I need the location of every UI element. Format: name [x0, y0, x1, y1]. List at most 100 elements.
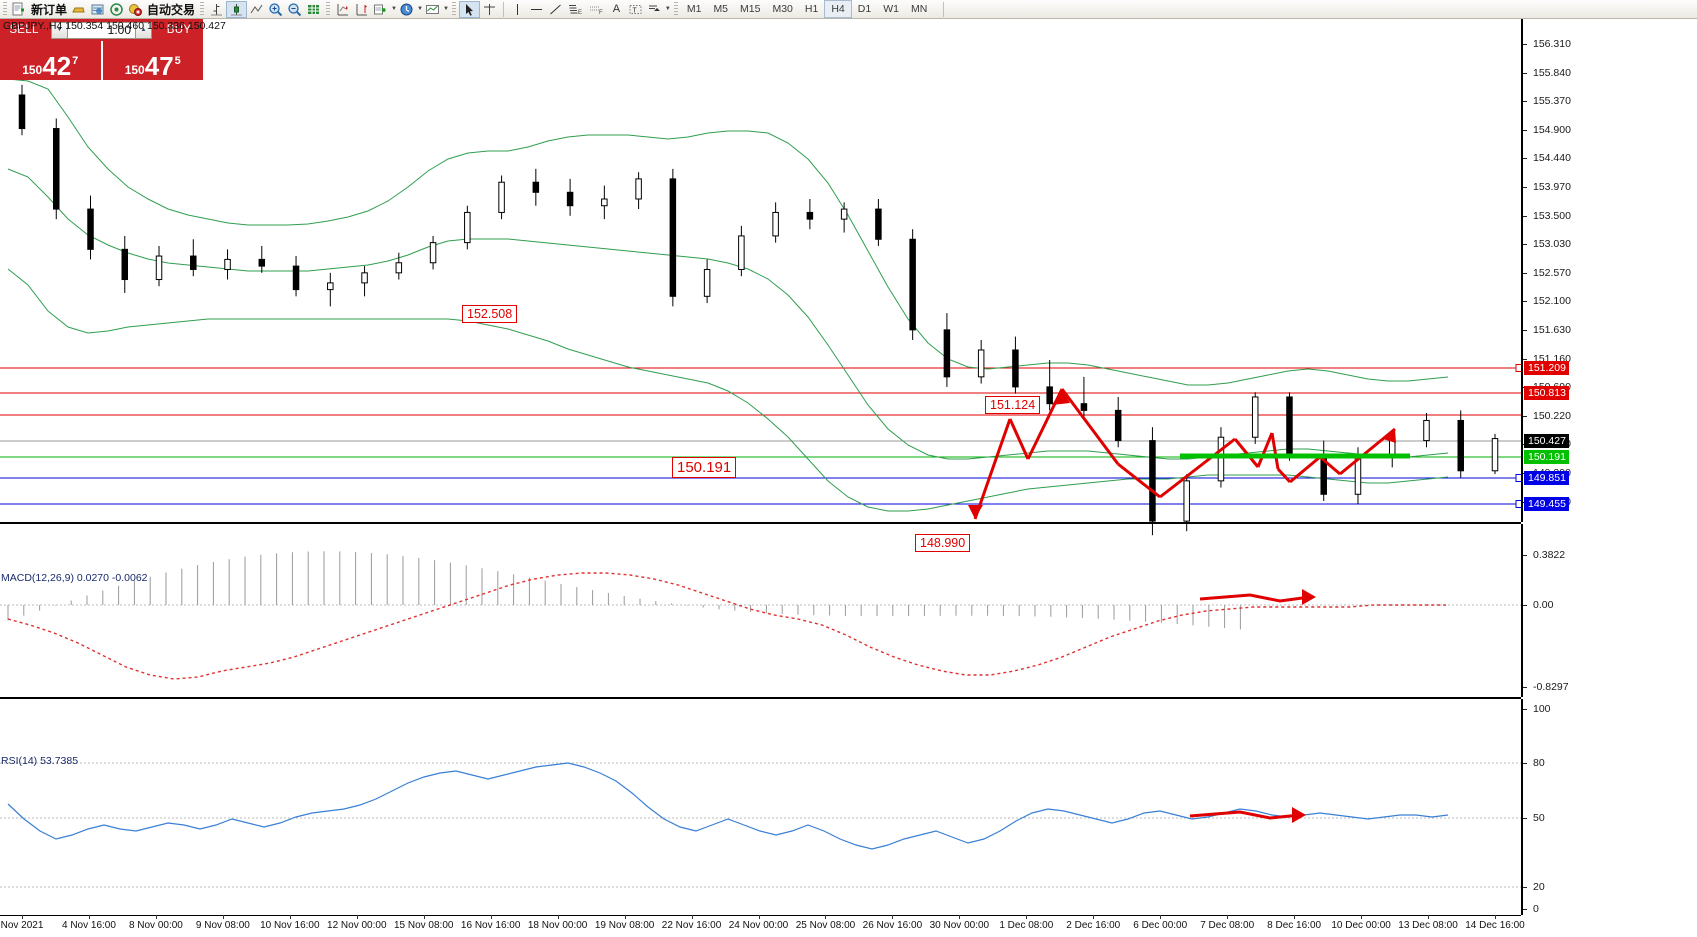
time-tick — [1160, 915, 1162, 919]
time-tick-label: 4 Nov 16:00 — [61, 920, 116, 931]
toolbar-grip-2[interactable] — [200, 1, 205, 17]
time-tick — [1227, 915, 1229, 919]
buy-price-prefix: 150 — [124, 63, 145, 77]
macd-indicator-label: MACD(12,26,9) 0.0270 -0.0062 — [1, 572, 148, 584]
time-axis-line — [0, 915, 1521, 916]
price-axis-line — [1521, 19, 1523, 522]
new-order-icon[interactable] — [10, 1, 29, 18]
time-tick — [289, 915, 291, 919]
time-tick-label: 15 Nov 08:00 — [393, 920, 454, 931]
period-clock-icon[interactable] — [397, 1, 416, 18]
zoom-in-icon[interactable] — [266, 1, 285, 18]
gold-bar-icon[interactable] — [69, 1, 88, 18]
time-tick — [490, 915, 492, 919]
data-window-icon[interactable] — [88, 1, 107, 18]
time-tick — [222, 915, 224, 919]
price-annotation[interactable]: 152.508 — [462, 305, 518, 323]
price-levels — [0, 364, 1521, 508]
candlestick-chart-icon[interactable] — [226, 0, 248, 18]
toolbar-grip[interactable] — [3, 1, 7, 17]
price-annotation[interactable]: 150.191 — [672, 457, 737, 478]
rsi-tick-label: 100 — [1533, 703, 1551, 715]
buy-price-main: 47 — [144, 51, 174, 81]
cursor-icon[interactable] — [458, 0, 480, 18]
time-tick-label: 14 Dec 16:00 — [1465, 920, 1525, 931]
text-icon[interactable]: A — [612, 3, 621, 15]
grid-icon[interactable] — [304, 1, 323, 18]
time-tick — [1294, 915, 1296, 919]
auto-trading-label[interactable]: 自动交易 — [147, 2, 196, 17]
timeframe-m30[interactable]: M30 — [772, 3, 793, 15]
auto-scroll-icon[interactable] — [333, 1, 352, 18]
toolbar-grip-5[interactable] — [673, 1, 678, 17]
navigator-icon[interactable] — [107, 1, 126, 18]
arrows-dropdown-arrow[interactable]: ▼ — [664, 6, 671, 12]
price-annotation[interactable]: 151.124 — [985, 396, 1041, 414]
templates-icon[interactable] — [423, 1, 442, 18]
timeframe-m15[interactable]: M15 — [740, 3, 761, 15]
crosshair-icon[interactable] — [480, 1, 499, 18]
volume-input[interactable]: 1.00 — [68, 21, 135, 39]
timeframe-d1[interactable]: D1 — [857, 3, 872, 15]
price-tick-label: 152.100 — [1533, 295, 1571, 308]
price-tick-label: 153.970 — [1533, 181, 1571, 193]
price-tick-label: 155.840 — [1533, 66, 1571, 79]
price-tag-level[interactable]: 149.455 — [1524, 497, 1569, 511]
price-tag-resistance[interactable]: 150.813 — [1524, 386, 1569, 400]
price-tick-label: 154.440 — [1533, 152, 1571, 165]
time-tick-label: 30 Nov 00:00 — [929, 920, 990, 931]
time-tick — [624, 915, 626, 919]
volume-control[interactable]: ▼ 1.00 ▲ — [48, 19, 155, 41]
time-tick — [356, 915, 358, 919]
price-tag-last-price[interactable]: 150.427 — [1524, 434, 1569, 448]
period-dropdown-arrow[interactable]: ▼ — [416, 6, 423, 12]
chart-shift-icon[interactable] — [352, 1, 371, 18]
toolbar-grip-3[interactable] — [326, 1, 331, 17]
time-tick-label: Nov 2021 — [0, 920, 44, 931]
candlestick-series — [18, 84, 1499, 536]
sell-price-display[interactable]: 150 42 7 — [0, 41, 101, 80]
templates-dropdown-arrow[interactable]: ▼ — [442, 6, 449, 12]
macd-panel-bottom-border — [0, 697, 1521, 699]
volume-decrement-button[interactable]: ▼ — [51, 21, 68, 39]
buy-button[interactable]: BUY — [155, 19, 203, 41]
trendline-icon[interactable] — [546, 1, 565, 18]
expert-advisor-icon[interactable] — [126, 1, 145, 18]
buy-price-display[interactable]: 150 47 5 — [100, 41, 203, 81]
timeframe-h1[interactable]: H1 — [804, 3, 819, 15]
arrows-icon[interactable] — [645, 1, 664, 18]
horizontal-line-icon[interactable] — [527, 1, 546, 18]
price-tick-label: 154.900 — [1533, 123, 1571, 136]
bar-chart-icon[interactable] — [207, 1, 226, 18]
time-tick — [423, 915, 425, 919]
zoom-out-icon[interactable] — [285, 1, 304, 18]
rsi-tick-label: 50 — [1533, 812, 1545, 824]
one-click-trading-panel[interactable]: SELL ▼ 1.00 ▲ BUY 150 42 7 150 47 5 — [0, 19, 203, 80]
time-tick — [22, 915, 23, 919]
macd-axis-line — [1521, 524, 1523, 697]
time-tick-label: 2 Dec 16:00 — [1066, 920, 1121, 931]
new-order-label[interactable]: 新订单 — [31, 2, 68, 17]
sell-button[interactable]: SELL — [0, 19, 48, 41]
vertical-line-icon[interactable] — [508, 1, 527, 18]
time-tick-label: 18 Nov 00:00 — [527, 920, 588, 931]
timeframe-h4[interactable]: H4 — [824, 0, 852, 18]
indicators-icon[interactable] — [371, 1, 390, 18]
timeframe-w1[interactable]: W1 — [883, 3, 899, 15]
timeframe-m1[interactable]: M1 — [686, 3, 702, 15]
fibonacci-icon[interactable]: E — [565, 1, 586, 18]
price-tag-level[interactable]: 149.851 — [1524, 471, 1569, 485]
text-label-icon[interactable]: T — [626, 1, 645, 18]
rsi-axis-line — [1521, 699, 1523, 915]
line-chart-icon[interactable] — [247, 1, 266, 18]
timeframe-mn[interactable]: MN — [910, 3, 928, 15]
indicators-dropdown-arrow[interactable]: ▼ — [391, 6, 397, 12]
timeframe-m5[interactable]: M5 — [713, 3, 729, 15]
volume-increment-button[interactable]: ▲ — [135, 21, 152, 39]
price-tag-resistance[interactable]: 151.209 — [1524, 361, 1569, 375]
equidistant-channel-icon[interactable]: F — [586, 1, 607, 18]
price-annotation[interactable]: 148.990 — [915, 534, 971, 552]
price-tag-support[interactable]: 150.191 — [1524, 450, 1569, 464]
toolbar-grip-4[interactable] — [451, 1, 456, 17]
chart-area[interactable]: GBPJPY.,H4 150.354 150.460 150.336 150.4… — [0, 19, 1697, 937]
